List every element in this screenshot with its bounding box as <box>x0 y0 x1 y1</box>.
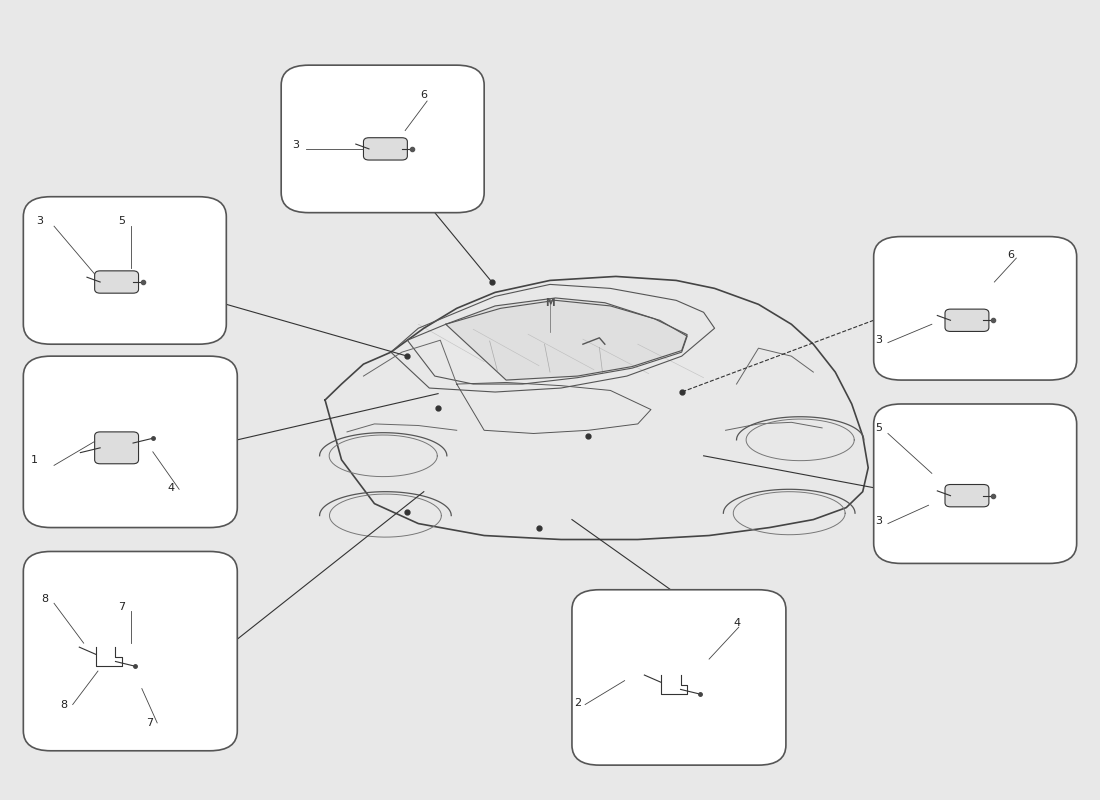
Text: M: M <box>546 298 554 308</box>
Text: 5: 5 <box>876 423 882 433</box>
FancyBboxPatch shape <box>23 197 227 344</box>
Text: 7: 7 <box>146 718 153 728</box>
Text: 8: 8 <box>60 699 67 710</box>
FancyBboxPatch shape <box>945 309 989 331</box>
FancyBboxPatch shape <box>873 404 1077 563</box>
Text: 4: 4 <box>733 618 740 628</box>
FancyBboxPatch shape <box>945 485 989 507</box>
FancyBboxPatch shape <box>873 237 1077 380</box>
Text: 4: 4 <box>168 482 175 493</box>
FancyBboxPatch shape <box>95 432 139 464</box>
FancyBboxPatch shape <box>363 138 407 160</box>
Text: 2: 2 <box>574 698 581 708</box>
Text: 1: 1 <box>31 454 37 465</box>
Text: 7: 7 <box>119 602 125 612</box>
Text: 6: 6 <box>1008 250 1014 260</box>
FancyBboxPatch shape <box>23 551 238 750</box>
Text: 6: 6 <box>420 90 427 101</box>
Text: 3: 3 <box>292 140 299 150</box>
FancyBboxPatch shape <box>23 356 238 527</box>
Text: 3: 3 <box>876 516 882 526</box>
Polygon shape <box>446 298 688 380</box>
FancyBboxPatch shape <box>572 590 785 765</box>
FancyBboxPatch shape <box>95 271 139 293</box>
Text: 3: 3 <box>36 216 43 226</box>
Text: 5: 5 <box>119 216 125 226</box>
Text: 3: 3 <box>876 335 882 346</box>
FancyBboxPatch shape <box>282 65 484 213</box>
Text: 8: 8 <box>42 594 48 604</box>
